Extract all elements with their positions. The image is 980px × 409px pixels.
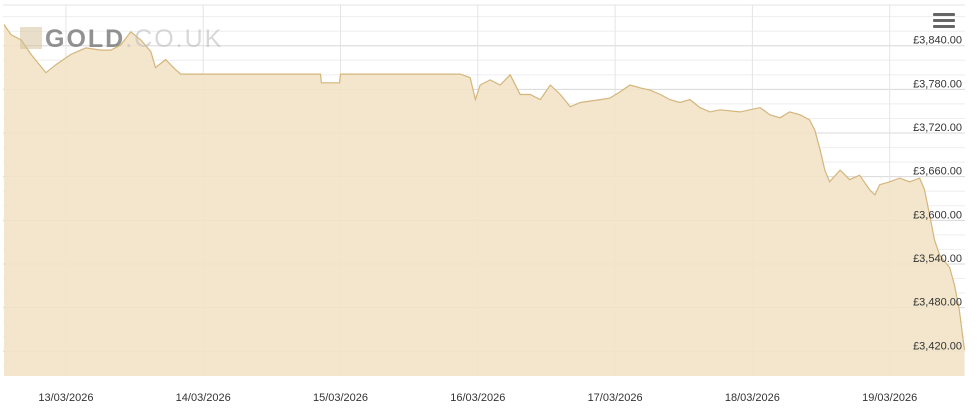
logo-text: GOLD — [45, 25, 126, 53]
x-tick-label: 19/03/2026 — [862, 392, 917, 404]
y-tick-label: £3,540.00 — [913, 253, 962, 265]
y-tick-label: £3,480.00 — [913, 297, 962, 309]
x-axis-labels: 13/03/2026 14/03/2026 15/03/2026 16/03/2026… — [38, 392, 917, 404]
y-tick-label: £3,600.00 — [913, 209, 962, 221]
y-tick-label: £3,420.00 — [913, 340, 962, 352]
hamburger-menu-icon[interactable] — [933, 13, 955, 31]
logo-mark-icon — [20, 27, 42, 49]
y-tick-label: £3,720.00 — [913, 122, 962, 134]
price-line — [3, 24, 966, 350]
x-tick-label: 15/03/2026 — [313, 392, 368, 404]
y-tick-label: £3,780.00 — [913, 78, 962, 90]
y-tick-label: £3,660.00 — [913, 166, 962, 178]
price-area-fill — [3, 24, 965, 376]
x-tick-label: 17/03/2026 — [588, 392, 643, 404]
y-axis-labels: £3,840.00 £3,780.00 £3,720.00 £3,660.00 £3,6… — [913, 35, 962, 353]
x-tick-label: 13/03/2026 — [38, 392, 93, 404]
x-tick-label: 14/03/2026 — [176, 392, 231, 404]
x-tick-label: 16/03/2026 — [450, 392, 505, 404]
logo-suffix: .CO.UK — [125, 25, 224, 53]
x-tick-label: 18/03/2026 — [725, 392, 780, 404]
y-tick-label: £3,840.00 — [913, 35, 962, 47]
gold-co-uk-logo: GOLD.CO.UK — [20, 25, 223, 54]
